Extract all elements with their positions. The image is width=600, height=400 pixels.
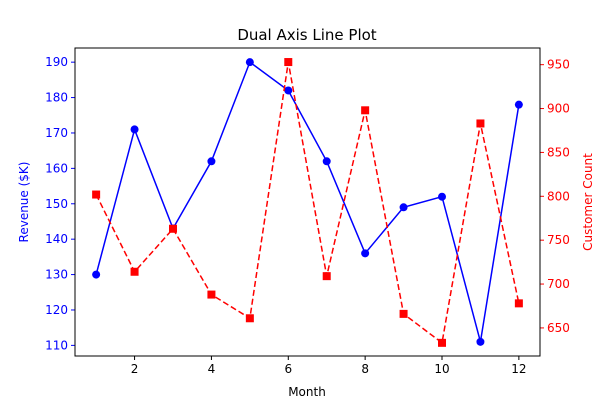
y-right-tick-label: 650 [547,321,570,335]
series-point-right [207,290,216,299]
plot-frame [74,47,541,357]
series-point-left [438,192,447,201]
y-axis-left-label: Revenue ($K) [17,162,31,243]
series-point-right [284,58,293,67]
series-point-right [130,267,139,276]
y-left-tick-label: 150 [45,197,68,211]
series-point-left [207,157,216,166]
y-right-tick-label: 850 [547,145,570,159]
series-point-left [361,249,370,258]
y-left-tick-label: 180 [45,91,68,105]
x-tick-label: 8 [361,362,369,376]
series-point-left [399,203,408,212]
y-axis-left: 110 120 130 140 150 160 170 180 190 [45,55,75,352]
y-right-tick-label: 900 [547,102,570,116]
series-line-left [95,60,520,343]
y-left-tick-label: 120 [45,303,68,317]
y-right-tick-label: 750 [547,233,570,247]
series-point-right [322,272,331,281]
y-left-tick-label: 110 [45,338,68,352]
y-right-tick-label: 950 [547,58,570,72]
y-left-tick-label: 170 [45,126,68,140]
y-axis-right-label: Customer Count [581,153,595,251]
series-point-right [438,338,447,347]
series-point-right [514,299,523,308]
x-axis-label: Month [288,385,326,399]
x-tick-label: 10 [434,362,449,376]
x-axis: 2 4 6 8 10 12 [131,356,527,376]
y-right-tick-label: 800 [547,189,570,203]
y-axis-right: 650 700 750 800 850 900 950 [540,58,570,335]
chart-title: Dual Axis Line Plot [237,26,376,44]
y-left-tick-label: 140 [45,232,68,246]
y-right-tick-label: 700 [547,277,570,291]
series-point-left [130,125,139,134]
y-left-tick-label: 160 [45,161,68,175]
plot-area [92,58,523,347]
series-line-right [95,61,520,345]
series-point-left [476,337,485,346]
x-tick-label: 4 [208,362,216,376]
series-point-left [284,86,293,95]
series-point-left [245,58,254,67]
series-point-right [168,224,177,233]
y-left-tick-label: 130 [45,268,68,282]
series-point-right [245,314,254,323]
series-point-left [322,157,331,166]
series-point-right [361,106,370,115]
x-tick-label: 2 [131,362,139,376]
series-point-left [92,270,101,279]
series-point-left [514,100,523,109]
x-tick-label: 6 [284,362,292,376]
series-point-right [476,119,485,128]
series-point-right [92,190,101,199]
series-point-right [399,309,408,318]
y-left-tick-label: 190 [45,55,68,69]
x-tick-label: 12 [511,362,526,376]
